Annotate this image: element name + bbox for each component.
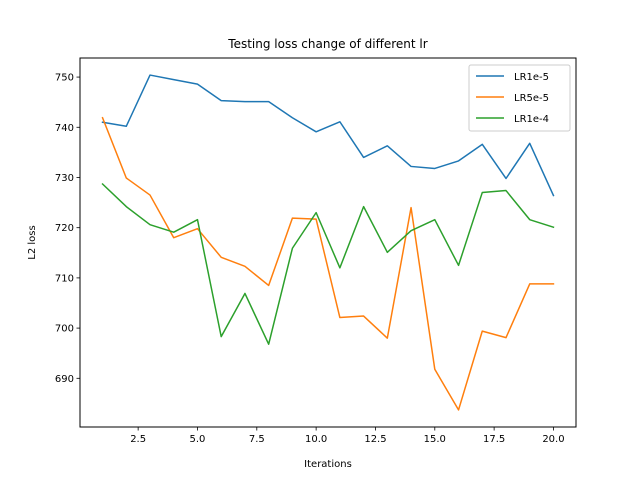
x-tick-label: 10.0 (305, 434, 327, 445)
x-tick-label: 12.5 (364, 434, 386, 445)
y-tick-label: 730 (55, 173, 74, 184)
y-axis-label: L2 loss (27, 225, 38, 259)
series-line-2 (101, 116, 555, 411)
legend-label-3: LR1e-4 (514, 114, 549, 125)
y-tick-label: 690 (55, 374, 74, 385)
series-line-1 (101, 74, 555, 197)
y-tick-label: 750 (55, 73, 74, 84)
x-tick-label: 20.0 (542, 434, 564, 445)
series-line-3 (101, 182, 555, 345)
series-layer (101, 74, 555, 411)
y-tick-label: 740 (55, 123, 74, 134)
y-tick-label: 700 (55, 324, 74, 335)
legend-label-2: LR5e-5 (514, 93, 549, 104)
chart-title: Testing loss change of different lr (227, 37, 427, 51)
legend-box (468, 64, 571, 132)
x-tick-label: 17.5 (483, 434, 505, 445)
x-tick-label: 15.0 (424, 434, 446, 445)
y-tick-label: 710 (55, 273, 74, 284)
y-tick-label: 720 (55, 223, 74, 234)
x-tick-label: 7.5 (249, 434, 265, 445)
plot-frame (79, 57, 577, 428)
x-axis: 2.5 5.0 7.5 10.0 12.5 15.0 17.5 20.0 (130, 427, 565, 445)
x-tick-label: 5.0 (190, 434, 206, 445)
x-tick-label: 2.5 (130, 434, 146, 445)
x-axis-label: Iterations (304, 459, 352, 470)
y-axis: 690 700 710 720 730 740 750 (55, 73, 80, 385)
legend-label-1: LR1e-5 (514, 72, 549, 83)
legend: LR1e-5 LR5e-5 LR1e-4 (468, 64, 571, 132)
